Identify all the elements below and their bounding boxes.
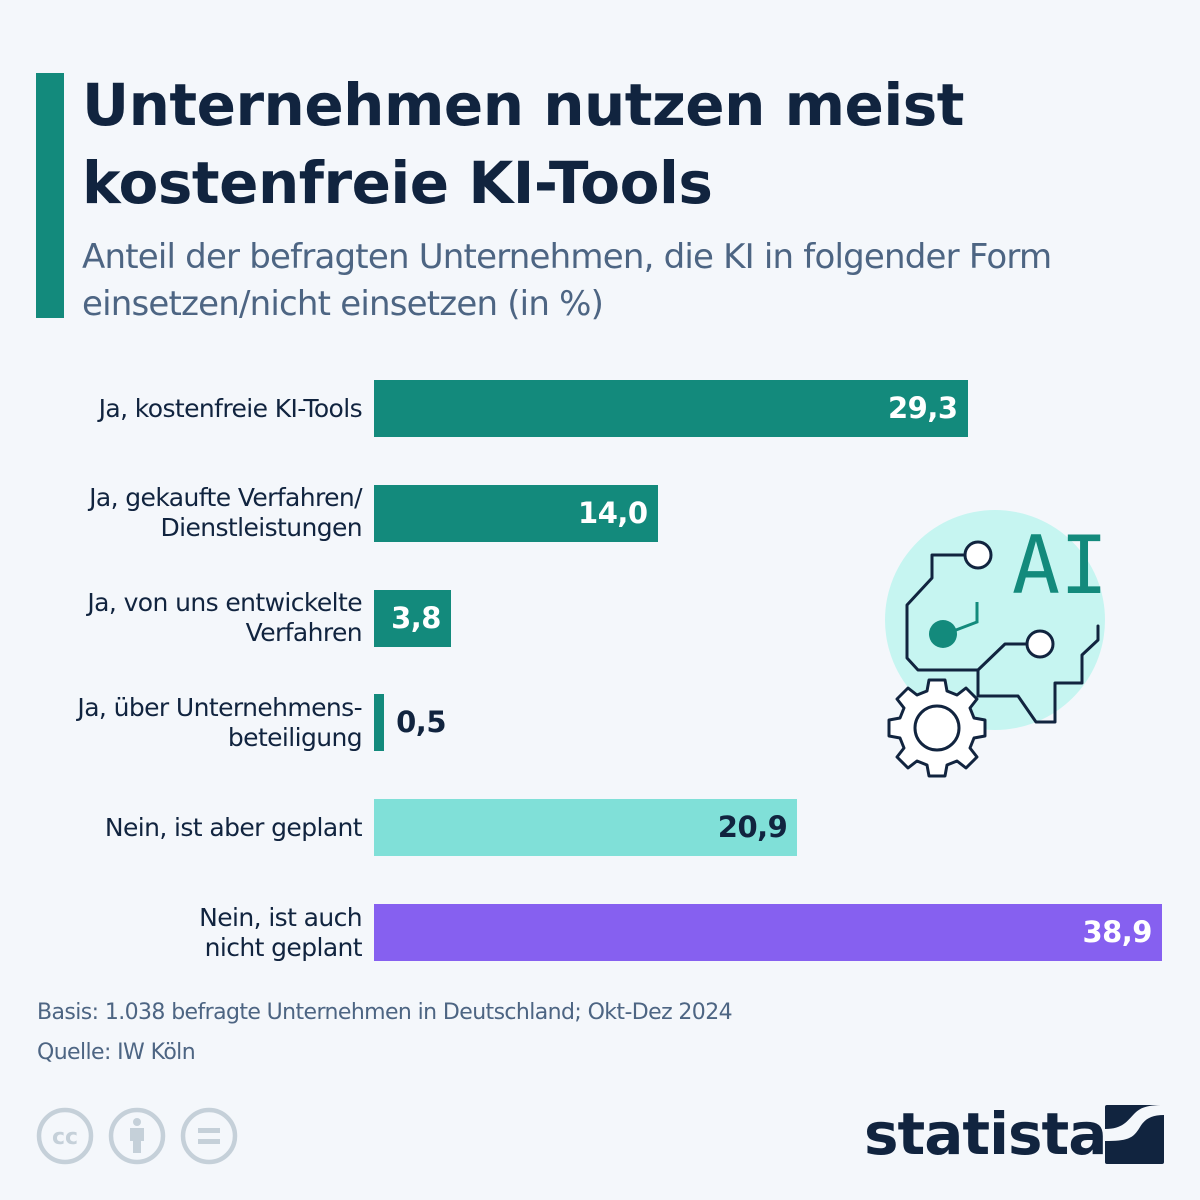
category-label: Ja, über Unternehmens-beteiligung (2, 693, 362, 753)
circuit-lines (905, 553, 1100, 724)
bar (374, 694, 385, 752)
value-label: 3,8 (391, 600, 441, 635)
basis-note: Basis: 1.038 befragte Unternehmen in Deu… (37, 1000, 733, 1025)
cc-icon[interactable]: cc (36, 1107, 94, 1165)
category-label: Nein, ist aber geplant (2, 812, 363, 843)
title-line-1: Unternehmen nutzen meist (82, 71, 965, 139)
bar (374, 380, 968, 437)
bar (374, 484, 658, 542)
svg-text:cc: cc (52, 1125, 78, 1150)
value-label: 29,3 (887, 391, 958, 425)
value-label: 20,9 (717, 810, 788, 845)
attribution-icon[interactable] (108, 1107, 166, 1165)
subtitle-line-1: Anteil der befragten Unternehmen, die KI… (82, 237, 1052, 277)
title-line-2: kostenfreie KI-Tools (82, 149, 713, 217)
category-label-line: Ja, gekaufte Verfahren/ (89, 483, 363, 513)
source-note: Quelle: IW Köln (37, 1040, 196, 1065)
category-label-line: Ja, kostenfreie KI-Tools (98, 393, 363, 423)
category-label-line: nicht geplant (204, 932, 363, 962)
circuit-line-accent (955, 602, 979, 632)
value-label: 0,5 (396, 705, 446, 740)
chart-title: Unternehmen nutzen meist kostenfreie KI-… (82, 66, 1182, 222)
gear-icon (887, 678, 987, 778)
category-label-line: beteiligung (227, 722, 363, 752)
circuit-node-filled (929, 620, 957, 648)
category-label-line: Ja, von uns entwickelte (87, 588, 362, 618)
illustration-background-circle (885, 510, 1105, 730)
bar (374, 904, 1162, 961)
category-label-line: Verfahren (245, 618, 363, 648)
subtitle-line-2: einsetzen/nicht einsetzen (in %) (82, 284, 604, 324)
category-label-line: Nein, ist aber geplant (104, 812, 363, 842)
category-label-line: Nein, ist auch (199, 902, 362, 932)
chart-subtitle: Anteil der befragten Unternehmen, die KI… (82, 234, 1192, 328)
ai-circuit-gear-icon: AI (885, 510, 1108, 778)
category-label: Ja, von uns entwickelte Verfahren (2, 588, 362, 648)
statista-logo-mark[interactable] (1105, 1105, 1164, 1164)
category-label-line: Dienstleistungen (160, 513, 362, 543)
circuit-node (963, 540, 993, 570)
value-label: 14,0 (578, 495, 648, 530)
bar (374, 589, 451, 647)
category-label: Nein, ist auch nicht geplant (2, 903, 362, 963)
category-label: Ja, kostenfreie KI-Tools (2, 393, 363, 424)
circuit-node (1025, 629, 1055, 659)
ai-text: AI (1012, 519, 1108, 612)
category-label: Ja, gekaufte Verfahren/Dienstleistungen (2, 483, 363, 543)
category-label-line: Ja, über Unternehmens- (77, 692, 362, 722)
no-derivatives-icon[interactable] (180, 1107, 238, 1165)
bar (374, 799, 798, 857)
value-label: 38,9 (1082, 915, 1152, 949)
accent-bar (36, 73, 64, 318)
statista-logo-text[interactable]: statista (864, 1100, 1107, 1168)
